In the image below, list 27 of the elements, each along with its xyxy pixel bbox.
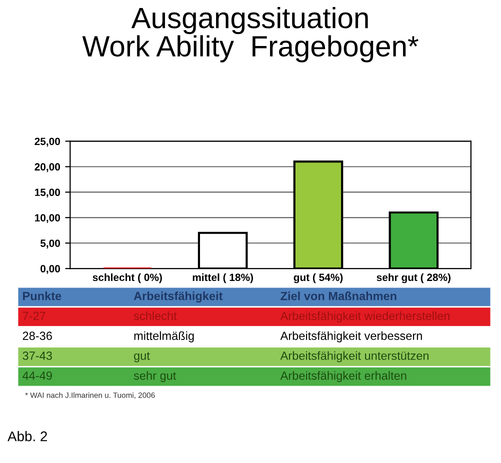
text: Ziel von Maßnahmen (280, 292, 396, 300)
chart-title: Ausgangssituation Work Ability Fragebogen* (82, 6, 418, 62)
text: Arbeitsfähigkeit erhalten (280, 371, 406, 382)
text: Arbeitsfähigkeit wiederherstellen (280, 311, 450, 322)
x-tick-label: sehr gut ( 28%) (376, 273, 450, 284)
y-tick-label: 0,00 (40, 265, 60, 274)
x-tick-label: schlecht ( 0%) (92, 273, 162, 284)
text: Arbeitsfähigkeit (134, 291, 223, 303)
text: mittelmäßig (134, 331, 194, 342)
text: 44-49 (22, 371, 52, 380)
y-tick-label: 25,00 (34, 138, 60, 147)
text: Arbeitsfähigkeit unterstützen (280, 351, 428, 362)
text: schlecht (134, 311, 177, 320)
y-tick-label: 15,00 (35, 188, 60, 198)
text: Arbeitsfähigkeit verbessern (280, 331, 422, 342)
text: 7-27 (22, 312, 46, 320)
y-tick-label: 20,00 (34, 163, 60, 172)
y-tick-label: 10,00 (35, 214, 60, 223)
text: gut (134, 352, 150, 362)
caption: Abb. 2 (8, 431, 47, 442)
x-tick-label: gut ( 54%) (294, 273, 343, 284)
text: 37-43 (22, 352, 52, 360)
y-tick-label: 5,00 (40, 240, 60, 248)
text: Punkte (23, 292, 62, 300)
text: sehr gut (134, 371, 176, 382)
x-tick-label: mittel ( 18%) (192, 273, 253, 284)
text: 28-36 (22, 332, 52, 340)
